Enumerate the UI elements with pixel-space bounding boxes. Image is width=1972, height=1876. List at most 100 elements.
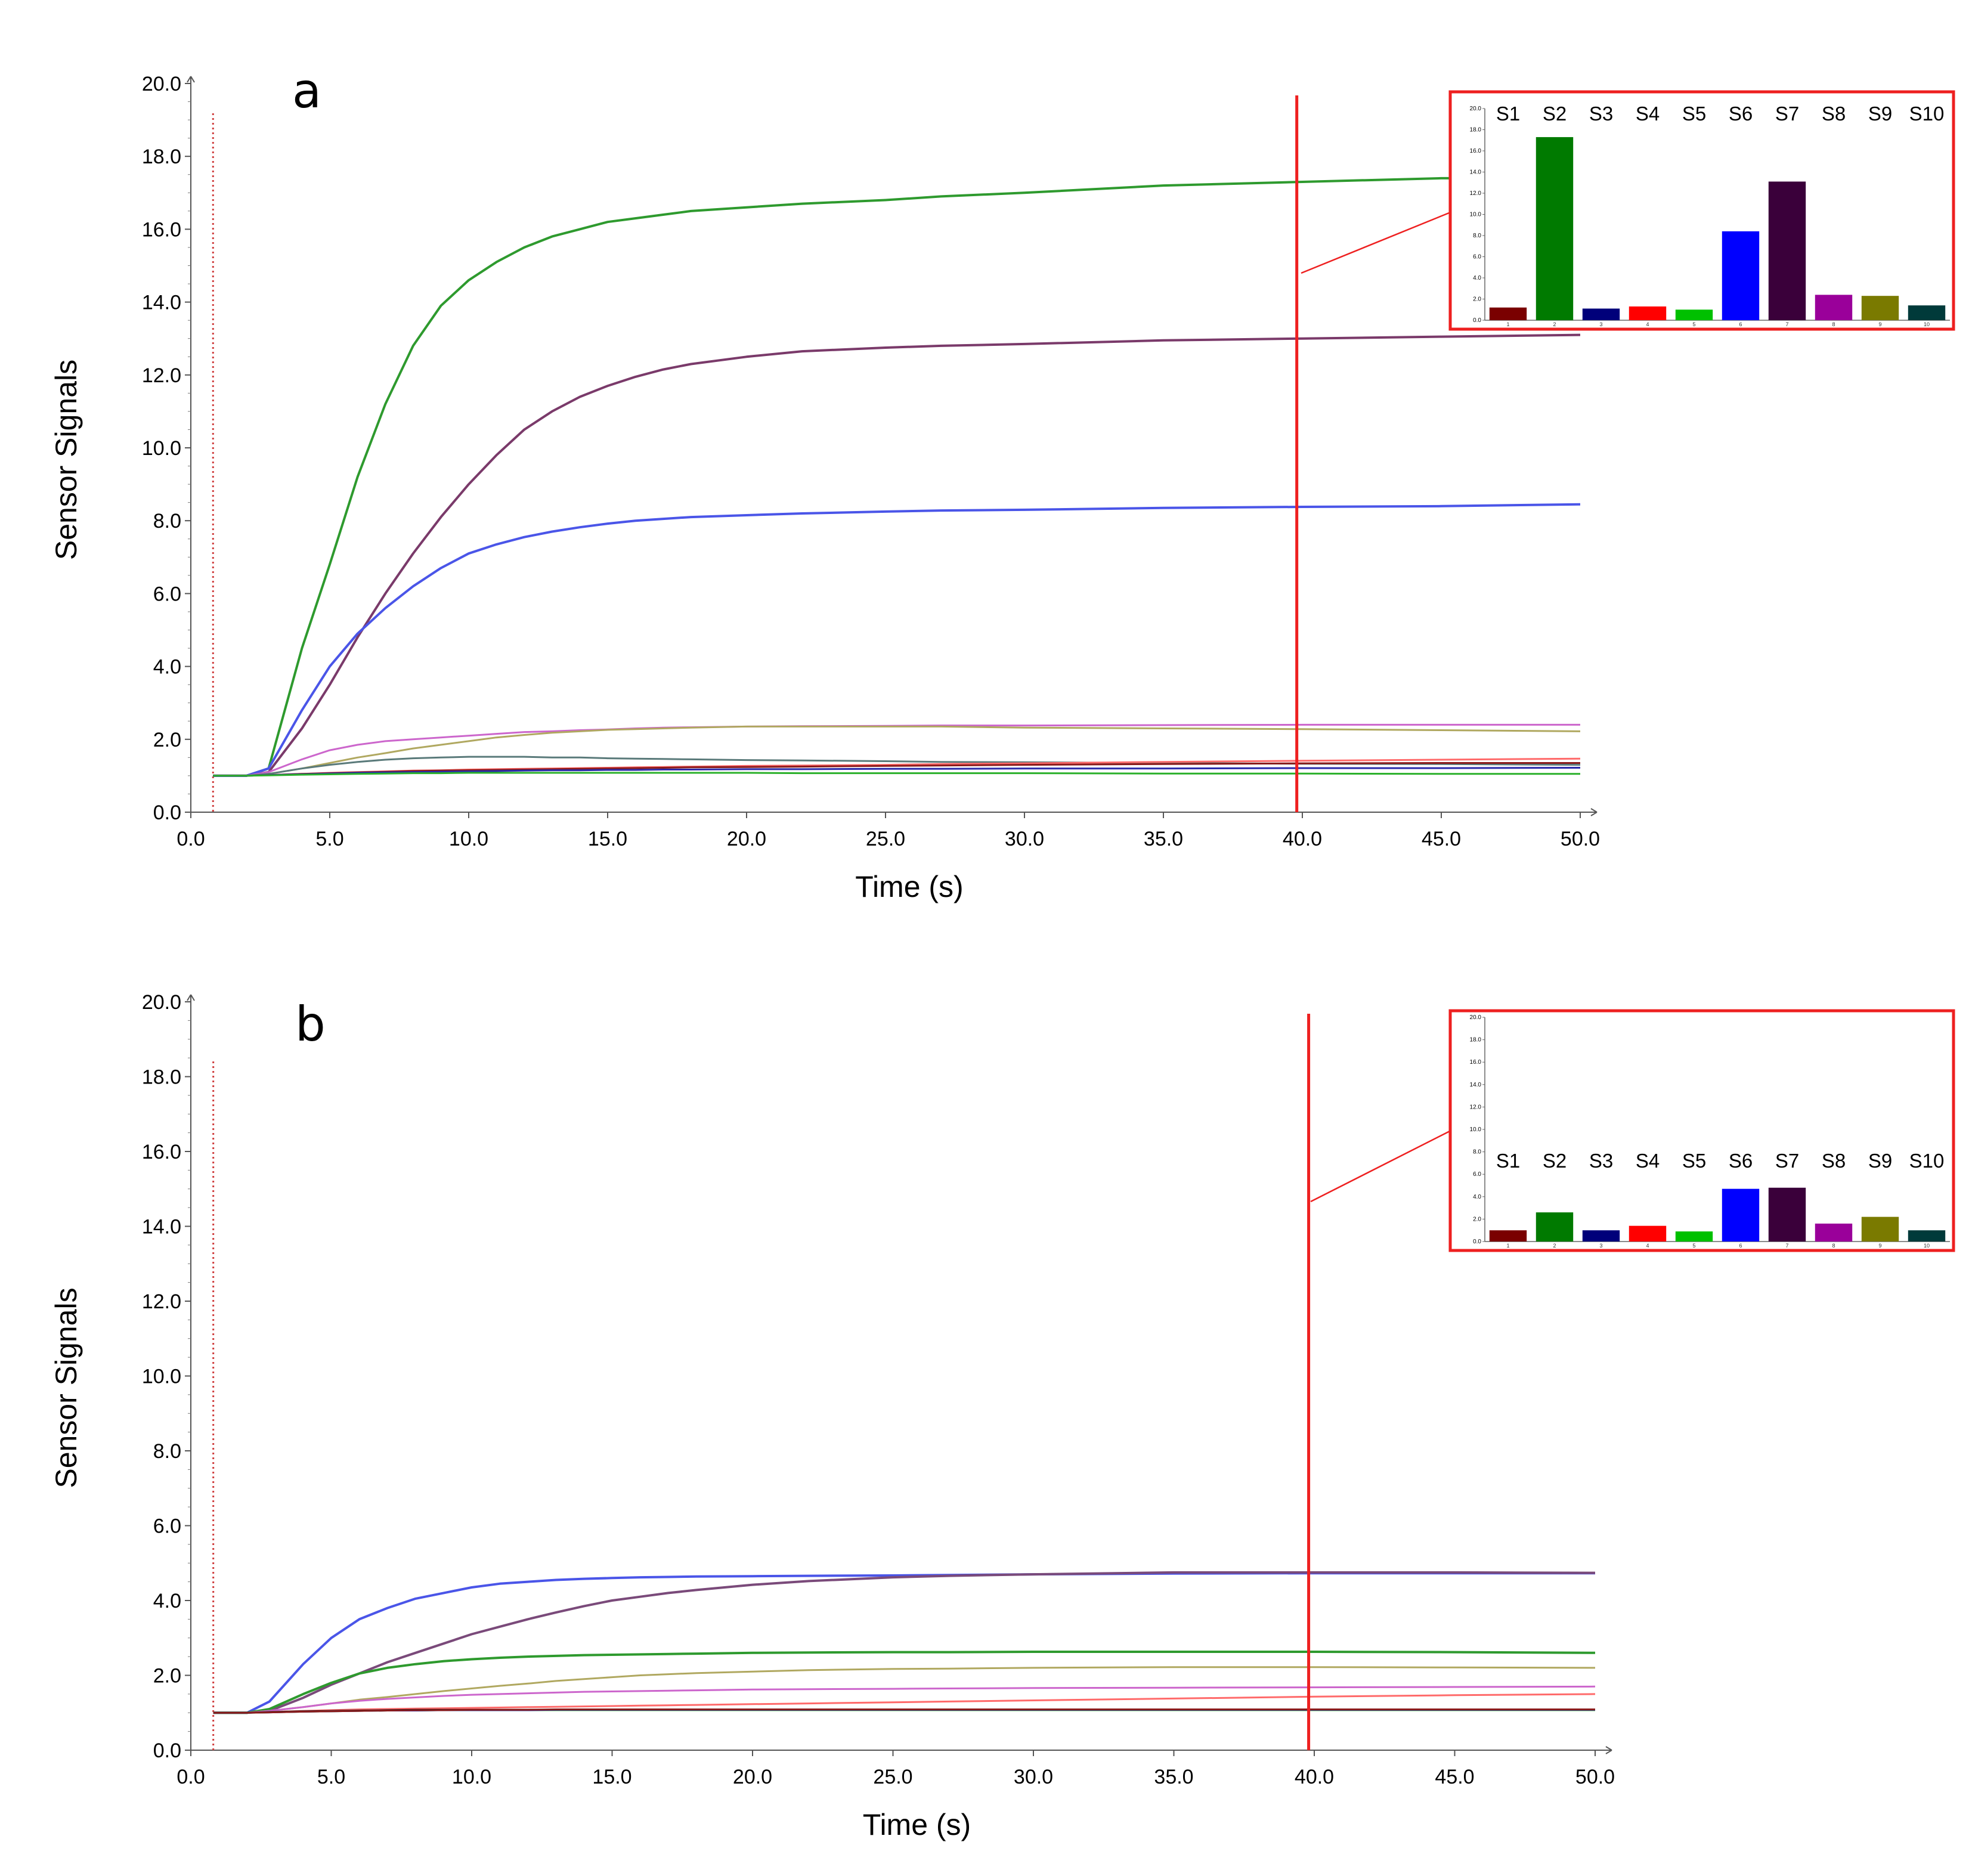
inset-bar-index: 9 (1878, 321, 1881, 327)
series-line (213, 503, 1581, 777)
inset-bar-index: 6 (1739, 321, 1742, 327)
y-tick-label: 16.0 (142, 1141, 181, 1163)
x-tick-label: 0.0 (177, 828, 205, 850)
inset-bar-label: S6 (1729, 103, 1753, 125)
y-tick-label: 12.0 (142, 364, 181, 387)
y-tick-label: 10.0 (142, 437, 181, 460)
y-tick-label: 8.0 (153, 1440, 181, 1463)
inset-bar (1722, 231, 1760, 320)
inset-bar-label: S2 (1543, 1150, 1567, 1172)
inset-bar-index: 1 (1506, 1243, 1509, 1249)
x-tick-label: 5.0 (317, 1766, 345, 1788)
inset-bar (1815, 295, 1853, 320)
inset-bar-index: 1 (1506, 321, 1509, 327)
inset-bar-label: S4 (1636, 103, 1660, 125)
x-axis-title: Time (s) (863, 1808, 971, 1841)
inset-bar (1582, 1230, 1620, 1242)
inset-bar (1629, 1225, 1667, 1242)
inset-bar-index: 7 (1785, 321, 1788, 327)
x-tick-label: 50.0 (1561, 828, 1600, 850)
inset-bar (1861, 1216, 1899, 1242)
y-tick-label: 8.0 (153, 510, 181, 533)
inset-y-tick-label: 6.0 (1473, 254, 1481, 261)
inset-bar (1536, 137, 1574, 321)
x-tick-label: 15.0 (592, 1766, 631, 1788)
x-tick-label: 40.0 (1295, 1766, 1334, 1788)
inset-bar-label: S6 (1729, 1150, 1753, 1172)
inset-bar-index: 2 (1553, 321, 1556, 327)
x-tick-label: 20.0 (733, 1766, 772, 1788)
inset-y-tick-label: 12.0 (1470, 1104, 1482, 1110)
inset-bar (1489, 307, 1527, 320)
inset-y-tick-label: 16.0 (1470, 148, 1482, 154)
inset-bar-label: S7 (1775, 1150, 1799, 1172)
inset-y-tick-label: 18.0 (1470, 127, 1482, 134)
inset-y-tick-label: 6.0 (1473, 1171, 1481, 1178)
inset-y-tick-label: 20.0 (1470, 106, 1482, 112)
x-axis-arrow (1590, 808, 1598, 816)
x-tick-label: 30.0 (1005, 828, 1044, 850)
y-axis-arrow (187, 994, 195, 1001)
panel-label: a (292, 63, 321, 119)
inset-bar-index: 4 (1646, 321, 1649, 327)
inset-frame (1448, 1009, 1955, 1252)
inset-bar-index: 9 (1878, 1243, 1881, 1249)
series-line (213, 1651, 1596, 1714)
inset-bar (1675, 309, 1713, 320)
y-axis-arrow (187, 76, 195, 83)
inset-bar-label: S5 (1682, 103, 1706, 125)
x-tick-label: 15.0 (588, 828, 627, 850)
x-tick-label: 10.0 (449, 828, 488, 850)
inset-bar (1675, 1231, 1713, 1242)
series-line (213, 1685, 1596, 1714)
y-tick-label: 18.0 (142, 146, 181, 168)
inset-bar-label: S10 (1909, 103, 1945, 125)
inset-y-tick-label: 16.0 (1470, 1059, 1482, 1066)
inset-y-tick-label: 0.0 (1473, 1239, 1481, 1245)
x-tick-label: 25.0 (866, 828, 905, 850)
x-axis-arrow (1605, 1746, 1612, 1754)
x-tick-label: 25.0 (873, 1766, 912, 1788)
y-tick-label: 10.0 (142, 1366, 181, 1388)
inset-y-tick-label: 14.0 (1470, 1082, 1482, 1088)
inset-y-tick-label: 2.0 (1473, 1216, 1481, 1222)
y-tick-label: 16.0 (142, 218, 181, 241)
y-tick-label: 4.0 (153, 1590, 181, 1612)
y-tick-label: 14.0 (142, 1216, 181, 1239)
inset-bar-label: S10 (1909, 1150, 1945, 1172)
inset-bar-label: S2 (1543, 103, 1567, 125)
y-tick-label: 6.0 (153, 1515, 181, 1538)
inset-bar-index: 2 (1553, 1243, 1556, 1249)
inset-bar-index: 8 (1832, 1243, 1835, 1249)
inset-bar (1582, 308, 1620, 320)
inset-bar-index: 3 (1599, 1243, 1602, 1249)
inset-y-tick-label: 12.0 (1470, 190, 1482, 197)
y-tick-label: 0.0 (153, 801, 181, 824)
series-line (213, 1666, 1596, 1714)
inset-y-tick-label: 0.0 (1473, 317, 1481, 324)
y-tick-label: 18.0 (142, 1066, 181, 1089)
series-line (213, 177, 1580, 777)
inset-bar-label: S1 (1496, 103, 1520, 125)
inset-bar-label: S7 (1775, 103, 1799, 125)
inset-bar-label: S3 (1589, 103, 1613, 125)
inset-connector (1310, 1129, 1453, 1203)
inset-bar-label: S9 (1868, 103, 1892, 125)
inset-y-tick-label: 8.0 (1473, 233, 1481, 239)
series-line (213, 1571, 1596, 1714)
x-tick-label: 45.0 (1422, 828, 1461, 850)
x-tick-label: 10.0 (452, 1766, 491, 1788)
y-axis-title: Sensor Signals (49, 1287, 83, 1488)
y-axis-title: Sensor Signals (49, 360, 83, 560)
inset-bar-label: S9 (1868, 1150, 1892, 1172)
inset-bar-index: 10 (1924, 321, 1930, 327)
series-line (213, 1572, 1595, 1714)
inset-bar-index: 5 (1692, 1243, 1695, 1249)
inset-y-tick-label: 18.0 (1470, 1037, 1482, 1044)
inset-y-tick-label: 10.0 (1470, 212, 1482, 218)
y-tick-label: 2.0 (153, 1665, 181, 1688)
inset-bar-label: S1 (1496, 1150, 1520, 1172)
inset-bar-index: 8 (1832, 321, 1835, 327)
panel-label: b (295, 996, 326, 1052)
